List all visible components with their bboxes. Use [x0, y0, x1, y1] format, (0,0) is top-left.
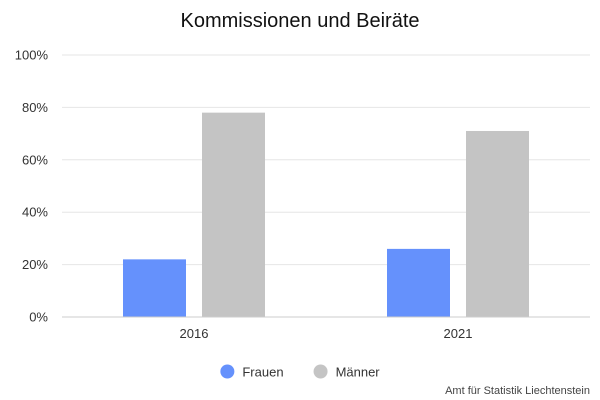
- y-tick-label: 80%: [22, 100, 48, 115]
- x-tick-label: 2016: [180, 326, 209, 341]
- legend-swatch: [220, 364, 235, 379]
- legend-label: Frauen: [242, 365, 283, 380]
- legend-item[interactable]: Frauen: [220, 364, 284, 380]
- x-axis-ticks: 2016 2021: [180, 326, 473, 341]
- bar-männer-2021: [466, 130, 529, 317]
- bars: [123, 112, 529, 317]
- y-tick-label: 0%: [29, 310, 48, 325]
- y-tick-label: 60%: [22, 152, 48, 167]
- y-tick-label: 20%: [22, 257, 48, 272]
- source-note: Amt für Statistik Liechtenstein: [445, 385, 590, 397]
- bar-frauen-2021: [387, 248, 450, 317]
- x-tick-label: 2021: [444, 326, 473, 341]
- legend-label: Männer: [336, 365, 381, 380]
- legend-item[interactable]: Männer: [313, 364, 381, 380]
- bar-männer-2016: [202, 112, 265, 317]
- y-axis-ticks: 0% 20% 40% 60% 80% 100%: [15, 48, 49, 325]
- bar-frauen-2016: [123, 259, 186, 317]
- legend: Frauen Männer: [220, 364, 381, 380]
- y-tick-label: 100%: [15, 48, 49, 63]
- chart-title: Kommissionen und Beiräte: [180, 10, 419, 32]
- legend-swatch: [313, 364, 328, 379]
- y-tick-label: 40%: [22, 205, 48, 220]
